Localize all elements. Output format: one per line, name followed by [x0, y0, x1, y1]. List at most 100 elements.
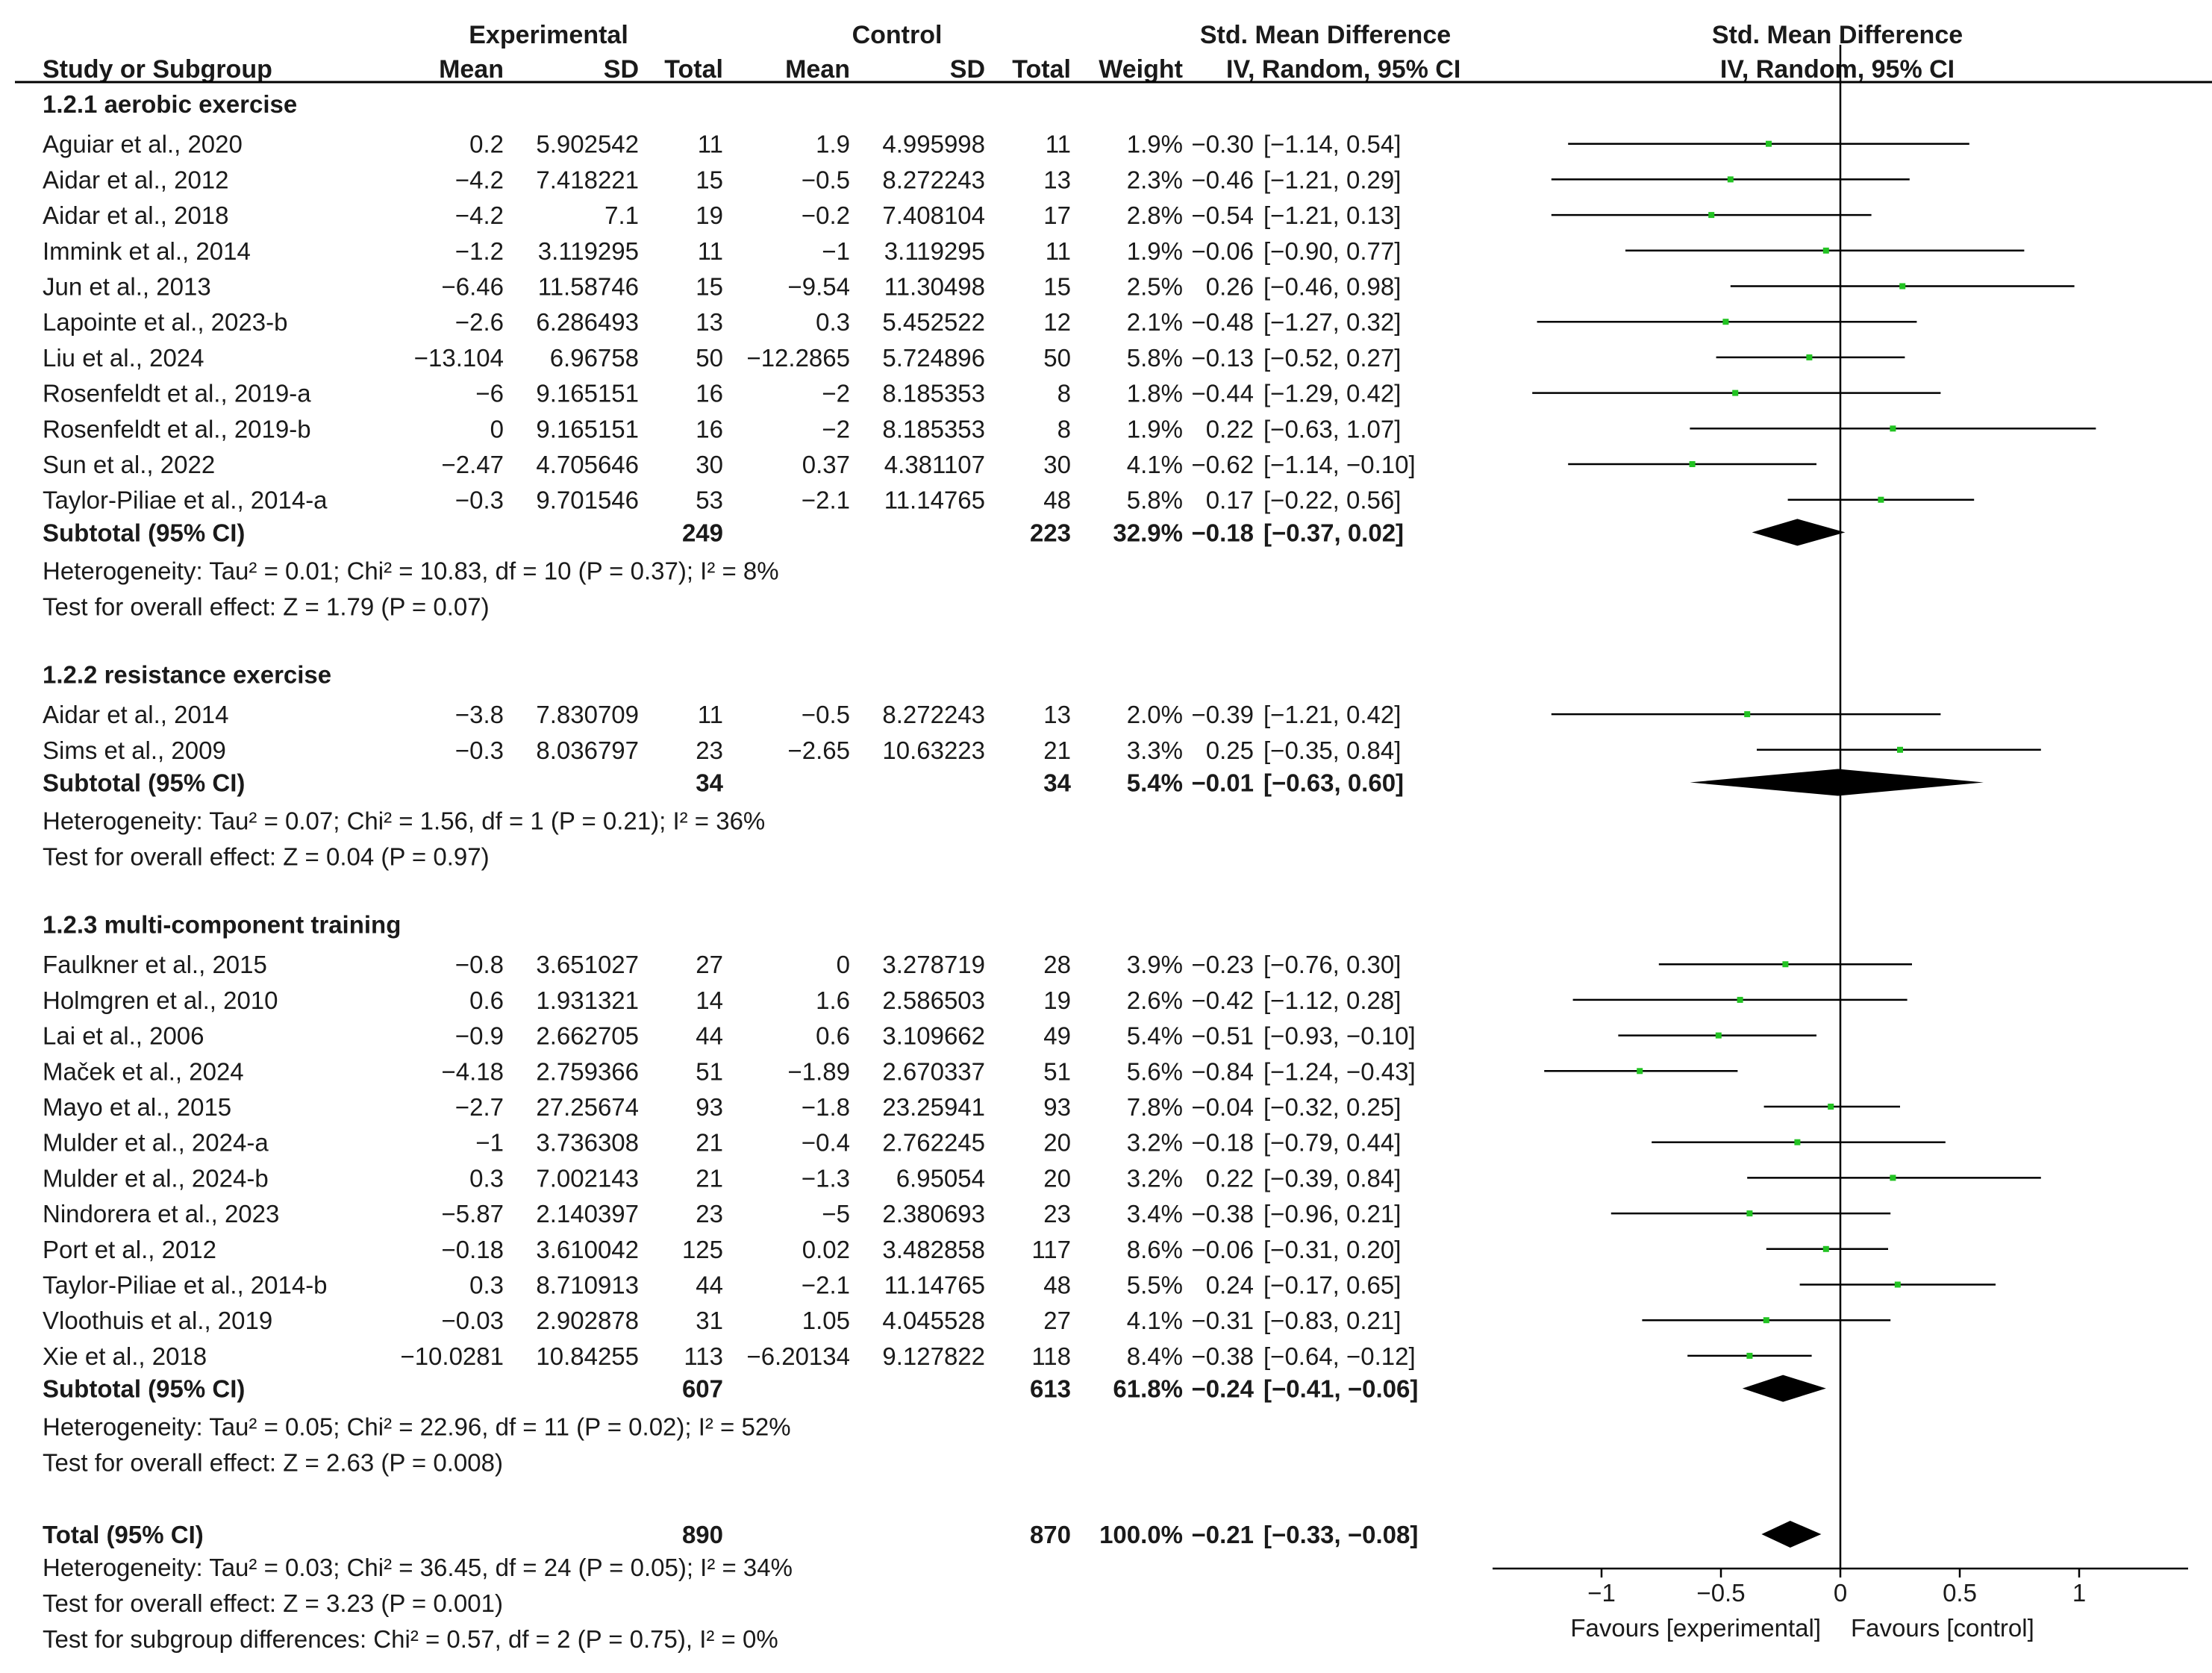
exp-sd: 7.830709 [536, 701, 639, 728]
effect-marker [1732, 390, 1739, 396]
exp-total: 11 [698, 701, 723, 728]
exp-total: 19 [696, 201, 723, 229]
ctl-total: 30 [1043, 451, 1071, 478]
study-name: Nindorera et al., 2023 [43, 1200, 279, 1228]
study-name: Port et al., 2012 [43, 1236, 216, 1263]
study-row: Vloothuis et al., 2019 −0.03 2.902878 31 1.0… [43, 1307, 1401, 1334]
exp-sd: 2.902878 [536, 1307, 639, 1334]
study-row: Maček et al., 2024 −4.18 2.759366 51 −1.89 2.… [43, 1057, 1416, 1085]
weight: 3.2% [1127, 1129, 1183, 1157]
ctl-total: 17 [1043, 201, 1071, 229]
effect-marker [1897, 746, 1903, 753]
subtotal-label: Subtotal (95% CI) [43, 519, 245, 546]
ctl-sd: 8.185353 [882, 415, 985, 443]
ci-value: [−1.29, 0.42] [1263, 380, 1401, 407]
ctl-mean: 0.37 [802, 451, 850, 478]
exp-total: 21 [696, 1129, 723, 1157]
effect-marker [1766, 140, 1772, 147]
heterogeneity-text: Heterogeneity: Tau² = 0.05; Chi² = 22.96… [43, 1413, 791, 1441]
exp-sd: 8.036797 [536, 737, 639, 764]
exp-mean: −4.2 [455, 166, 504, 193]
effect-marker [1894, 1281, 1901, 1288]
smd-value: −0.18 [1192, 1129, 1255, 1157]
study-row: Aidar et al., 2018 −4.2 7.1 19 −0.2 7.408104 1… [43, 201, 1401, 229]
study-row: Jun et al., 2013 −6.46 11.58746 15 −9.54 11.3… [43, 273, 1401, 301]
exp-sd: 27.25674 [536, 1093, 639, 1121]
ctl-mean: 0 [837, 951, 850, 978]
study-name: Holmgren et al., 2010 [43, 986, 278, 1014]
exp-sd: 9.165151 [536, 415, 639, 443]
study-row: Xie et al., 2018 −10.0281 10.84255 113 −6.20… [43, 1342, 1416, 1370]
exp-total: 14 [696, 986, 723, 1014]
weight: 2.5% [1127, 273, 1183, 301]
ctl-mean: −6.20134 [746, 1342, 850, 1370]
header-effect-plot: Std. Mean Difference [1712, 21, 1963, 49]
header-ctl-sd: SD [950, 55, 985, 84]
study-name: Xie et al., 2018 [43, 1342, 207, 1370]
exp-total: 16 [696, 415, 723, 443]
forest-rows: 1.2.1 aerobic exercise Aguiar et al., 202… [43, 90, 1418, 1548]
ctl-total: 93 [1043, 1093, 1071, 1121]
exp-sd: 6.286493 [536, 308, 639, 336]
ctl-mean: 1.9 [816, 131, 850, 158]
exp-total: 249 [682, 519, 723, 546]
ci-value: [−1.21, 0.42] [1263, 701, 1401, 728]
total-heterogeneity: Heterogeneity: Tau² = 0.03; Chi² = 36.45… [43, 1554, 793, 1581]
effect-marker [1708, 212, 1715, 219]
ci-value: [−0.63, 1.07] [1263, 415, 1401, 443]
study-name: Mulder et al., 2024-a [43, 1129, 269, 1157]
overall-effect-text: Test for overall effect: Z = 1.79 (P = 0… [43, 592, 490, 620]
effect-marker [1727, 176, 1734, 183]
favours-control-label: Favours [control] [1851, 1614, 2034, 1642]
effect-marker [1822, 1245, 1829, 1252]
weight: 1.9% [1127, 131, 1183, 158]
header-method-plot: IV, Random, 95% CI [1720, 55, 1955, 84]
ctl-mean: −0.4 [802, 1129, 850, 1157]
exp-total: 31 [696, 1307, 723, 1334]
study-row: Immink et al., 2014 −1.2 3.119295 11 −1 3.119… [43, 237, 1401, 265]
ctl-total: 11 [1046, 237, 1071, 265]
ctl-sd: 6.95054 [896, 1164, 985, 1192]
ctl-sd: 3.119295 [884, 237, 985, 265]
ctl-total: 34 [1043, 769, 1071, 797]
smd-value: −0.54 [1192, 201, 1255, 229]
ctl-total: 13 [1043, 166, 1071, 193]
ctl-sd: 3.482858 [882, 1236, 985, 1263]
effect-marker [1637, 1068, 1643, 1075]
study-row: Rosenfeldt et al., 2019-b 0 9.165151 16 −2 8.… [43, 415, 1401, 443]
ctl-mean: 0.02 [802, 1236, 850, 1263]
exp-sd: 8.710913 [536, 1272, 639, 1299]
overall-effect-text: Test for overall effect: Z = 0.04 (P = 0… [43, 843, 490, 871]
ci-value: [−1.14, 0.54] [1263, 131, 1401, 158]
study-name: Immink et al., 2014 [43, 237, 251, 265]
exp-mean: −6 [475, 380, 504, 407]
ctl-mean: −12.2865 [746, 344, 850, 372]
study-row: Mayo et al., 2015 −2.7 27.25674 93 −1.8 23.25… [43, 1093, 1401, 1121]
header-exp-mean: Mean [439, 55, 504, 84]
exp-total: 11 [698, 237, 723, 265]
ci-value: [−0.41, −0.06] [1263, 1375, 1418, 1403]
ctl-total: 870 [1030, 1521, 1071, 1548]
ctl-mean: 0.3 [816, 308, 850, 336]
smd-value: −0.44 [1192, 380, 1255, 407]
exp-mean: −13.104 [414, 344, 504, 372]
exp-total: 44 [696, 1272, 723, 1299]
smd-value: −0.18 [1192, 519, 1255, 546]
effect-marker [1890, 425, 1896, 432]
exp-sd: 9.701546 [536, 487, 639, 514]
ctl-total: 51 [1043, 1057, 1071, 1085]
ci-value: [−0.39, 0.84] [1263, 1164, 1401, 1192]
subgroup-heading: 1.2.3 multi-component training [43, 911, 401, 939]
weight: 61.8% [1113, 1375, 1183, 1403]
study-row: Holmgren et al., 2010 0.6 1.931321 14 1.6 2.5… [43, 986, 1401, 1014]
exp-mean: −0.9 [455, 1022, 504, 1050]
weight: 100.0% [1099, 1521, 1183, 1548]
overall-effect-text: Test for overall effect: Z = 2.63 (P = 0… [43, 1449, 503, 1477]
smd-value: −0.42 [1192, 986, 1255, 1014]
exp-total: 23 [696, 737, 723, 764]
study-name: Lapointe et al., 2023-b [43, 308, 287, 336]
ci-value: [−0.64, −0.12] [1263, 1342, 1416, 1370]
ci-value: [−1.21, 0.13] [1263, 201, 1401, 229]
exp-mean: −0.3 [455, 737, 504, 764]
smd-value: −0.51 [1192, 1022, 1255, 1050]
